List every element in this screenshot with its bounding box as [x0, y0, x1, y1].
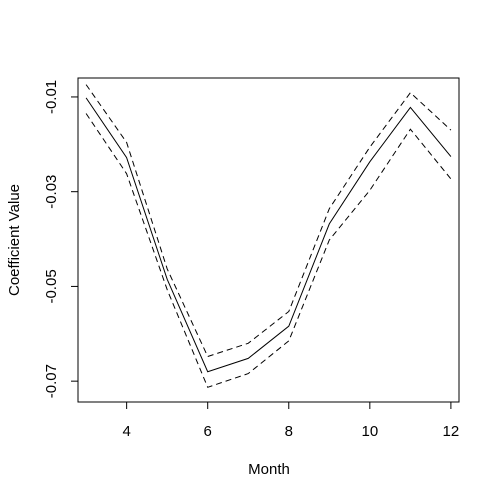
plot-frame [77, 77, 460, 403]
y-tick-label: -0.03 [43, 175, 60, 209]
x-tick-label: 6 [204, 423, 212, 440]
x-tick-label: 12 [443, 423, 460, 440]
upper-bound-line [85, 84, 452, 358]
y-tick-label: -0.05 [43, 269, 60, 303]
y-tick-label: -0.01 [43, 80, 60, 114]
y-tick-label: -0.07 [43, 364, 60, 398]
y-axis-label: Coefficient Value [6, 184, 23, 296]
lower-bound-line [85, 113, 452, 388]
y-axis: -0.01 -0.03 -0.05 -0.07 [43, 80, 79, 398]
coefficient-line [85, 97, 452, 373]
series-layer [85, 84, 452, 388]
x-axis: 4 6 8 10 12 [122, 401, 460, 440]
x-tick-label: 8 [285, 423, 293, 440]
x-tick-label: 4 [122, 423, 130, 440]
x-tick-label: 10 [361, 423, 378, 440]
plot-frame-group [77, 77, 460, 403]
x-axis-label: Month [248, 461, 290, 478]
